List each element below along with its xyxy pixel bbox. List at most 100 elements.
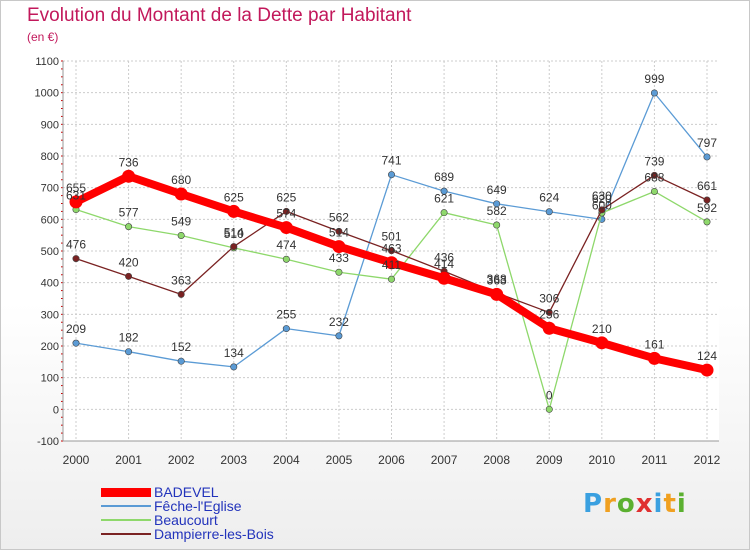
- data-label: 474: [276, 238, 296, 252]
- data-label: 0: [546, 388, 553, 402]
- data-point: [595, 336, 609, 350]
- legend-swatch-badevel: [101, 488, 151, 497]
- data-point: [177, 231, 185, 239]
- data-label: 549: [171, 214, 191, 228]
- y-tick-label: 700: [41, 183, 59, 195]
- x-tick-label: 2001: [115, 453, 142, 467]
- data-label: 625: [276, 190, 296, 204]
- x-tick-label: 2007: [431, 453, 458, 467]
- data-point: [437, 271, 451, 285]
- data-label: 736: [119, 155, 139, 169]
- data-point: [647, 351, 661, 365]
- x-tick-label: 2009: [536, 453, 563, 467]
- logo-letter: r: [603, 489, 617, 519]
- data-label: 306: [539, 291, 559, 305]
- data-label: 255: [276, 308, 296, 322]
- data-label: 562: [329, 210, 349, 224]
- data-label: 161: [644, 337, 664, 351]
- data-point: [440, 187, 448, 195]
- y-tick-label: 800: [41, 151, 59, 163]
- x-tick-label: 2006: [378, 453, 405, 467]
- data-point: [703, 218, 711, 226]
- data-label: 210: [592, 322, 612, 336]
- data-label: 739: [644, 154, 664, 168]
- data-point: [230, 243, 238, 251]
- x-tick-label: 2012: [694, 453, 721, 467]
- data-label: 655: [66, 181, 86, 195]
- y-tick-label: 400: [41, 278, 59, 290]
- data-point: [230, 363, 238, 371]
- data-label: 574: [276, 207, 296, 221]
- x-tick-label: 2008: [483, 453, 510, 467]
- data-label: 436: [434, 250, 454, 264]
- data-point: [545, 308, 553, 316]
- data-label: 741: [381, 154, 401, 168]
- data-label: 624: [539, 191, 559, 205]
- data-label: 592: [697, 201, 717, 215]
- data-point: [387, 171, 395, 179]
- data-label: 577: [119, 206, 139, 220]
- data-label: 476: [66, 238, 86, 252]
- logo-letter: o: [616, 489, 636, 519]
- y-tick-label: -100: [37, 436, 59, 448]
- data-point: [69, 195, 83, 209]
- data-point: [545, 405, 553, 413]
- logo-letter: x: [635, 489, 654, 519]
- y-tick-label: 100: [41, 373, 59, 385]
- data-point: [650, 171, 658, 179]
- data-label: 582: [487, 204, 507, 218]
- data-label: 256: [539, 307, 559, 321]
- data-label: 688: [644, 170, 664, 184]
- data-label: 232: [329, 315, 349, 329]
- data-point: [332, 240, 346, 254]
- x-tick-label: 2004: [273, 453, 300, 467]
- data-label: 414: [434, 257, 454, 271]
- data-label: 209: [66, 322, 86, 336]
- data-label: 620: [592, 192, 612, 206]
- data-point: [279, 221, 293, 235]
- chart-title: Evolution du Montant de la Dette par Hab…: [27, 5, 412, 26]
- legend-swatch-dampierre: [101, 533, 151, 535]
- data-label: 368: [487, 272, 507, 286]
- data-point: [385, 256, 398, 270]
- data-point: [282, 325, 290, 333]
- legend-label-beaucourt: Beaucourt: [154, 512, 218, 528]
- data-label: 797: [697, 136, 717, 150]
- data-point: [598, 206, 606, 214]
- data-label: 630: [592, 189, 612, 203]
- data-point: [703, 153, 711, 161]
- data-label: 411: [382, 258, 401, 272]
- x-tick-label: 2005: [326, 453, 353, 467]
- data-point: [493, 200, 501, 208]
- data-label: 661: [697, 179, 717, 193]
- data-point: [72, 255, 80, 263]
- data-label: 363: [171, 273, 191, 287]
- data-label: 621: [434, 192, 454, 206]
- data-point: [335, 227, 343, 235]
- y-tick-label: 0: [53, 404, 59, 416]
- data-point: [125, 348, 133, 356]
- y-tick-label: 1000: [35, 88, 59, 100]
- data-point: [650, 187, 658, 195]
- data-label: 689: [434, 170, 454, 184]
- x-tick-label: 2002: [168, 453, 195, 467]
- y-tick-label: 200: [41, 341, 59, 353]
- data-label: 631: [66, 189, 86, 203]
- legend-label-feche: Fêche-l'Eglise: [154, 498, 242, 514]
- data-label: 363: [487, 273, 507, 287]
- data-point: [177, 290, 185, 298]
- data-label: 124: [697, 349, 717, 363]
- data-label: 501: [381, 230, 401, 244]
- x-tick-label: 2011: [642, 453, 668, 467]
- data-point: [174, 187, 188, 201]
- data-label: 463: [381, 242, 401, 256]
- data-point: [542, 321, 556, 335]
- logo-letter: i: [676, 489, 687, 519]
- legend-swatch-beaucourt: [101, 519, 151, 521]
- y-tick-label: 900: [41, 119, 59, 131]
- data-label: 680: [171, 173, 191, 187]
- data-label: 649: [487, 183, 507, 197]
- y-tick-label: 600: [41, 214, 59, 226]
